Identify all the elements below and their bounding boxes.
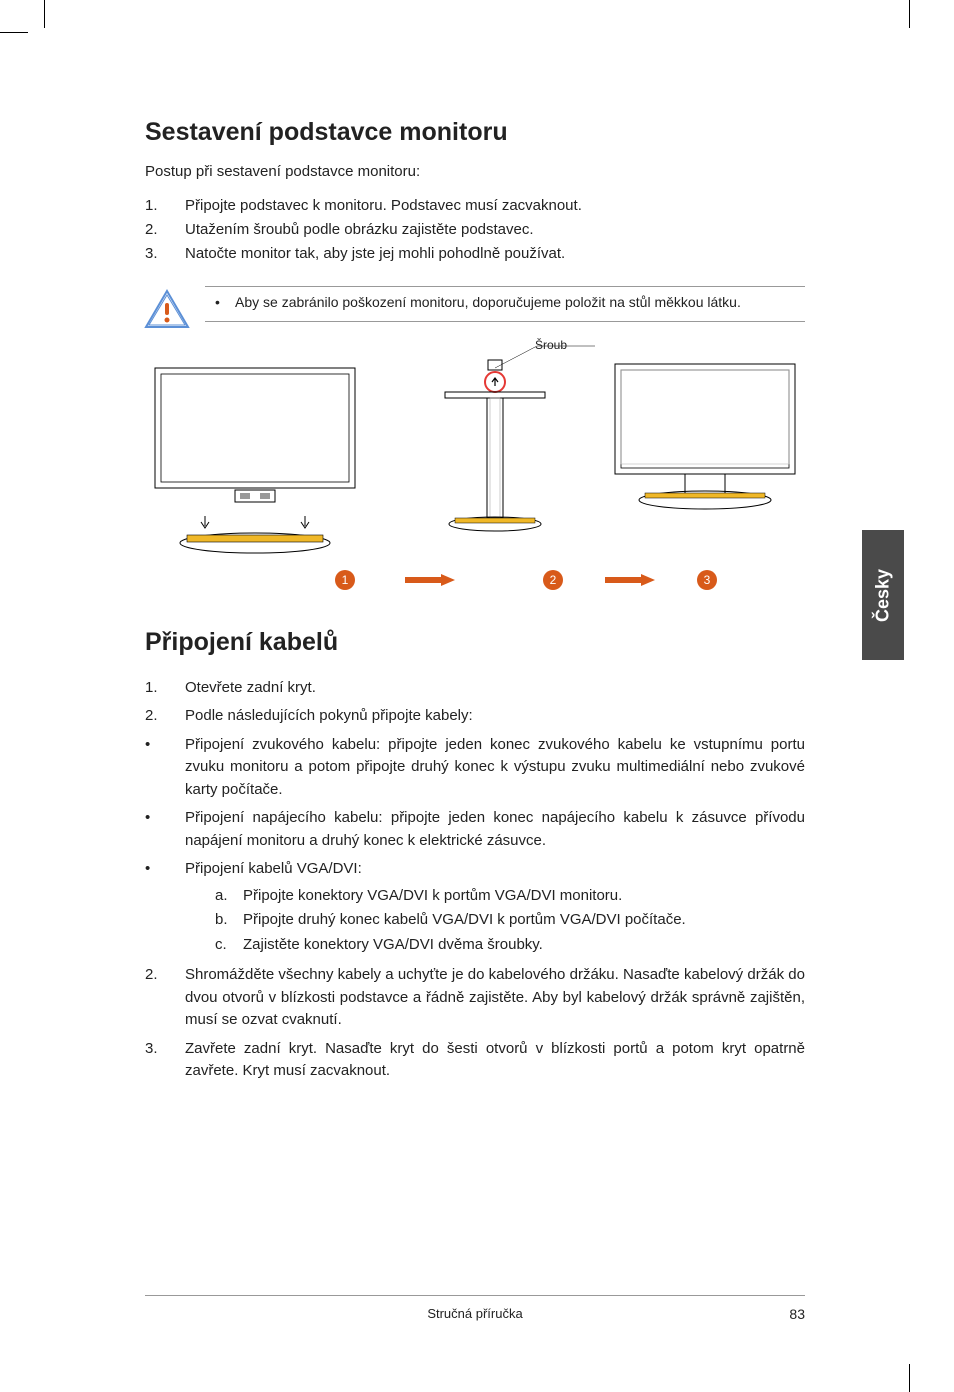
assembly-steps: 1.Připojte podstavec k monitoru. Podstav… bbox=[145, 194, 805, 266]
step-num: 2. bbox=[145, 218, 185, 242]
arrow-icon bbox=[605, 574, 655, 586]
sublist: a.Připojte konektory VGA/DVI k portům VG… bbox=[215, 885, 805, 957]
list-text: Podle následujících pokynů připojte kabe… bbox=[185, 705, 805, 728]
step-text: Natočte monitor tak, aby jste jej mohli … bbox=[185, 242, 565, 266]
list-marker: 2. bbox=[145, 705, 185, 728]
warning-icon bbox=[143, 289, 191, 331]
section1-intro: Postup při sestavení podstavce monitoru: bbox=[145, 163, 805, 180]
warning-note: Aby se zabránilo poškození monitoru, dop… bbox=[205, 286, 805, 322]
list-text: Připojení kabelů VGA/DVI: bbox=[185, 860, 362, 877]
diagram-svg bbox=[145, 338, 805, 598]
list-marker: 1. bbox=[145, 677, 185, 700]
list-text: Otevřete zadní kryt. bbox=[185, 677, 805, 700]
section2-title: Připojení kabelů bbox=[145, 628, 805, 657]
page-number: 83 bbox=[789, 1306, 805, 1322]
step-circle-2: 2 bbox=[543, 570, 563, 590]
sub-letter: b. bbox=[215, 909, 243, 932]
step-num: 3. bbox=[145, 242, 185, 266]
sub-text: Připojte druhý konec kabelů VGA/DVI k po… bbox=[243, 909, 686, 932]
list-text: Zavřete zadní kryt. Nasaďte kryt do šest… bbox=[185, 1038, 805, 1083]
step-circle-1: 1 bbox=[335, 570, 355, 590]
section1-title: Sestavení podstavce monitoru bbox=[145, 118, 805, 147]
footer-title: Stručná příručka bbox=[427, 1306, 522, 1321]
list-text: Shromážděte všechny kabely a uchyťte je … bbox=[185, 964, 805, 1032]
assembly-diagram: Šroub bbox=[145, 338, 805, 598]
language-tab: Česky bbox=[862, 530, 904, 660]
list-text: Připojení napájecího kabelu: připojte je… bbox=[185, 807, 805, 852]
step-circle-3: 3 bbox=[697, 570, 717, 590]
sub-letter: a. bbox=[215, 885, 243, 908]
list-marker: • bbox=[145, 734, 185, 802]
page-footer: Stručná příručka 83 bbox=[145, 1295, 805, 1322]
sub-text: Zajistěte konektory VGA/DVI dvěma šroubk… bbox=[243, 934, 543, 957]
list-marker: 3. bbox=[145, 1038, 185, 1083]
list-text: Připojení zvukového kabelu: připojte jed… bbox=[185, 734, 805, 802]
step-text: Utažením šroubů podle obrázku zajistěte … bbox=[185, 218, 534, 242]
step-text: Připojte podstavec k monitoru. Podstavec… bbox=[185, 194, 582, 218]
arrow-icon bbox=[405, 574, 455, 586]
list-marker: • bbox=[145, 858, 185, 958]
sub-letter: c. bbox=[215, 934, 243, 957]
list-marker: • bbox=[145, 807, 185, 852]
step-num: 1. bbox=[145, 194, 185, 218]
list-marker: 2. bbox=[145, 964, 185, 1032]
screw-label: Šroub bbox=[535, 338, 567, 352]
note-text: Aby se zabránilo poškození monitoru, dop… bbox=[205, 293, 805, 313]
sub-text: Připojte konektory VGA/DVI k portům VGA/… bbox=[243, 885, 622, 908]
cable-list: 1.Otevřete zadní kryt. 2.Podle následují… bbox=[145, 677, 805, 1083]
